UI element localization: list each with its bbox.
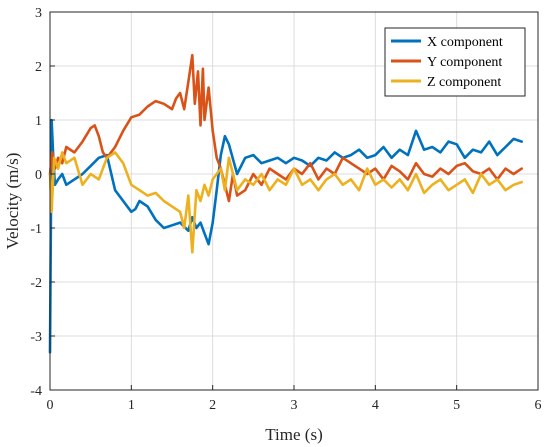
series-layer: [48, 53, 523, 354]
x-tick-label: 1: [128, 398, 135, 413]
legend-label: X component: [427, 35, 503, 50]
series-line-3: [48, 151, 523, 254]
y-tick-label: 1: [35, 114, 42, 129]
legend: X component Y component Z component: [384, 27, 526, 97]
y-tick-label: 2: [35, 60, 42, 75]
y-tick-label: 3: [35, 6, 42, 21]
y-axis-label: Velocity (m/s): [3, 153, 22, 250]
y-tick-label: 0: [35, 168, 42, 183]
x-tick-label: 0: [47, 398, 54, 413]
x-tick-label: 6: [535, 398, 542, 413]
series-line-1: [48, 118, 523, 354]
y-tick-label: -1: [30, 222, 42, 237]
legend-label: Z component: [427, 75, 501, 90]
y-tick-label: -3: [30, 330, 42, 345]
x-axis-label: Time (s): [265, 425, 322, 444]
y-tick-label: -2: [30, 276, 42, 291]
x-tick-label: 4: [372, 398, 379, 413]
legend-label: Y component: [427, 55, 502, 70]
x-tick-label: 3: [291, 398, 298, 413]
x-tick-label: 5: [453, 398, 460, 413]
y-tick-label: -4: [30, 384, 42, 399]
x-tick-label: 2: [209, 398, 216, 413]
axis-ticks: 0 1 2 3 4 5 6 -4 -3 -2 -1 0 1 2 3: [30, 6, 541, 413]
